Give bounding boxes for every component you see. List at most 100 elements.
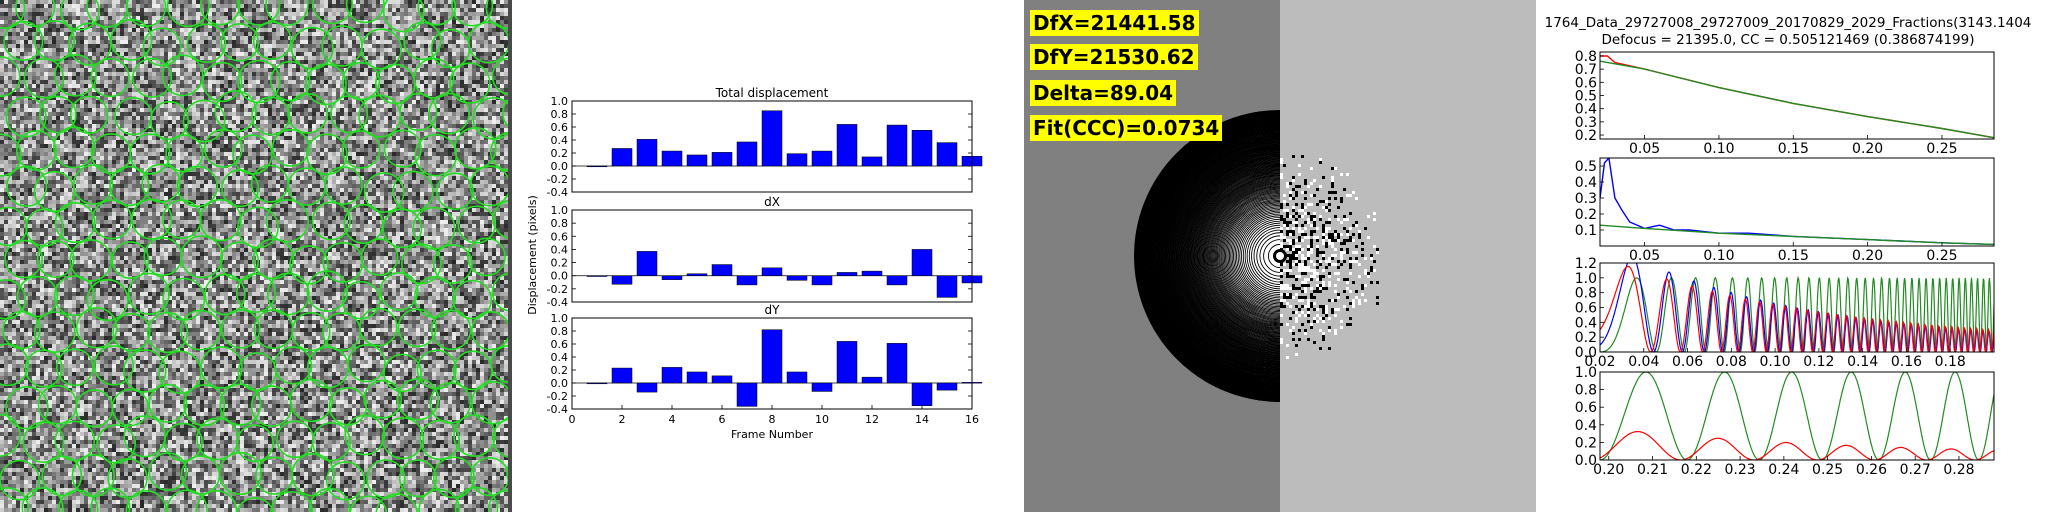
noise-pixel (80, 132, 84, 136)
noise-pixel (380, 12, 384, 16)
noise-pixel (156, 116, 160, 120)
noise-pixel (196, 48, 200, 52)
noise-pixel (44, 104, 48, 108)
noise-pixel (480, 8, 484, 12)
noise-pixel (152, 140, 156, 144)
noise-pixel (468, 56, 472, 60)
noise-pixel (324, 152, 328, 156)
noise-pixel (332, 140, 336, 144)
noise-pixel (96, 76, 100, 80)
noise-pixel (312, 0, 316, 4)
noise-pixel (452, 8, 456, 12)
noise-pixel (0, 52, 4, 56)
noise-pixel (48, 80, 52, 84)
noise-pixel (400, 24, 404, 28)
noise-pixel (496, 40, 500, 44)
noise-pixel (76, 40, 80, 44)
noise-pixel (44, 36, 48, 40)
noise-pixel (380, 76, 384, 80)
noise-pixel (488, 48, 492, 52)
noise-pixel (244, 4, 248, 8)
noise-pixel (104, 64, 108, 68)
noise-pixel (476, 4, 480, 8)
noise-pixel (220, 104, 224, 108)
noise-pixel (128, 72, 132, 76)
noise-pixel (308, 12, 312, 16)
noise-pixel (88, 104, 92, 108)
noise-pixel (348, 120, 352, 124)
noise-pixel (324, 80, 328, 84)
noise-pixel (304, 132, 308, 136)
noise-pixel (176, 60, 180, 64)
noise-pixel (232, 124, 236, 128)
noise-pixel (368, 144, 372, 148)
noise-pixel (56, 12, 60, 16)
noise-pixel (172, 128, 176, 132)
noise-pixel (144, 56, 148, 60)
noise-pixel (168, 8, 172, 12)
noise-pixel (440, 28, 444, 32)
noise-pixel (80, 104, 84, 108)
noise-pixel (380, 144, 384, 148)
noise-pixel (104, 52, 108, 56)
noise-pixel (328, 48, 332, 52)
noise-pixel (72, 140, 76, 144)
noise-pixel (200, 44, 204, 48)
noise-pixel (424, 40, 428, 44)
noise-pixel (68, 88, 72, 92)
noise-pixel (220, 8, 224, 12)
noise-pixel (32, 4, 36, 8)
noise-pixel (444, 112, 448, 116)
noise-pixel (288, 96, 292, 100)
noise-pixel (100, 44, 104, 48)
noise-pixel (220, 12, 224, 16)
noise-pixel (304, 120, 308, 124)
noise-pixel (92, 88, 96, 92)
noise-pixel (64, 36, 68, 40)
noise-pixel (60, 0, 64, 4)
noise-pixel (484, 48, 488, 52)
noise-pixel (116, 32, 120, 36)
noise-pixel (196, 4, 200, 8)
noise-pixel (112, 92, 116, 96)
noise-pixel (136, 72, 140, 76)
noise-pixel (32, 8, 36, 12)
noise-pixel (320, 112, 324, 116)
noise-pixel (164, 124, 168, 128)
noise-pixel (280, 100, 284, 104)
noise-pixel (288, 12, 292, 16)
noise-pixel (396, 96, 400, 100)
noise-pixel (460, 136, 464, 140)
noise-pixel (80, 116, 84, 120)
noise-pixel (84, 104, 88, 108)
noise-pixel (172, 112, 176, 116)
noise-pixel (300, 24, 304, 28)
noise-pixel (168, 36, 172, 40)
noise-pixel (128, 100, 132, 104)
noise-pixel (4, 88, 8, 92)
noise-pixel (340, 124, 344, 128)
noise-pixel (276, 100, 280, 104)
noise-pixel (284, 84, 288, 88)
noise-pixel (56, 52, 60, 56)
noise-pixel (244, 132, 248, 136)
noise-pixel (388, 148, 392, 152)
noise-pixel (488, 152, 492, 156)
noise-pixel (148, 72, 152, 76)
noise-pixel (148, 16, 152, 20)
noise-pixel (168, 112, 172, 116)
noise-pixel (360, 12, 364, 16)
noise-pixel (376, 68, 380, 72)
noise-pixel (256, 112, 260, 116)
noise-pixel (116, 28, 120, 32)
noise-pixel (268, 116, 272, 120)
noise-pixel (168, 44, 172, 48)
noise-pixel (236, 112, 240, 116)
noise-pixel (304, 56, 308, 60)
noise-pixel (144, 88, 148, 92)
noise-pixel (132, 48, 136, 52)
noise-pixel (416, 36, 420, 40)
noise-pixel (12, 48, 16, 52)
noise-pixel (120, 16, 124, 20)
noise-pixel (316, 96, 320, 100)
